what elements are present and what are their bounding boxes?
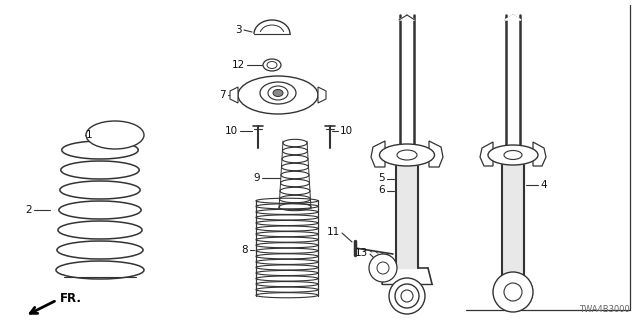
Text: 8: 8 <box>241 245 248 255</box>
Ellipse shape <box>238 76 318 114</box>
Ellipse shape <box>397 150 417 160</box>
Text: 9: 9 <box>253 173 260 183</box>
Ellipse shape <box>268 86 288 100</box>
Text: 2: 2 <box>26 205 32 215</box>
Ellipse shape <box>260 82 296 104</box>
Text: 5: 5 <box>378 173 385 183</box>
Ellipse shape <box>267 61 277 68</box>
Ellipse shape <box>380 144 435 166</box>
Text: FR.: FR. <box>60 292 82 305</box>
Text: TWA4B3000: TWA4B3000 <box>579 305 630 314</box>
Text: 6: 6 <box>378 185 385 195</box>
Ellipse shape <box>273 90 283 97</box>
Polygon shape <box>480 142 493 166</box>
Circle shape <box>399 288 415 304</box>
Ellipse shape <box>504 150 522 159</box>
Text: 4: 4 <box>540 180 547 190</box>
Polygon shape <box>502 165 524 280</box>
Polygon shape <box>371 141 385 167</box>
Text: 7: 7 <box>220 90 226 100</box>
Circle shape <box>369 254 397 282</box>
Polygon shape <box>505 15 521 20</box>
Circle shape <box>493 272 533 312</box>
Text: 11: 11 <box>327 227 340 237</box>
Ellipse shape <box>263 59 281 71</box>
Text: 12: 12 <box>232 60 245 70</box>
Circle shape <box>377 262 389 274</box>
Polygon shape <box>318 87 326 103</box>
Text: 10: 10 <box>340 126 353 136</box>
Polygon shape <box>399 15 415 20</box>
Polygon shape <box>533 142 546 166</box>
Ellipse shape <box>86 121 144 149</box>
Text: 13: 13 <box>355 248 368 258</box>
Ellipse shape <box>488 145 538 165</box>
Circle shape <box>395 284 419 308</box>
Polygon shape <box>429 141 443 167</box>
Polygon shape <box>396 166 418 268</box>
Text: 10: 10 <box>225 126 238 136</box>
Text: 1: 1 <box>85 130 92 140</box>
Circle shape <box>389 278 425 314</box>
Polygon shape <box>230 87 238 103</box>
Circle shape <box>504 283 522 301</box>
Circle shape <box>401 290 413 302</box>
Text: 3: 3 <box>236 25 242 35</box>
